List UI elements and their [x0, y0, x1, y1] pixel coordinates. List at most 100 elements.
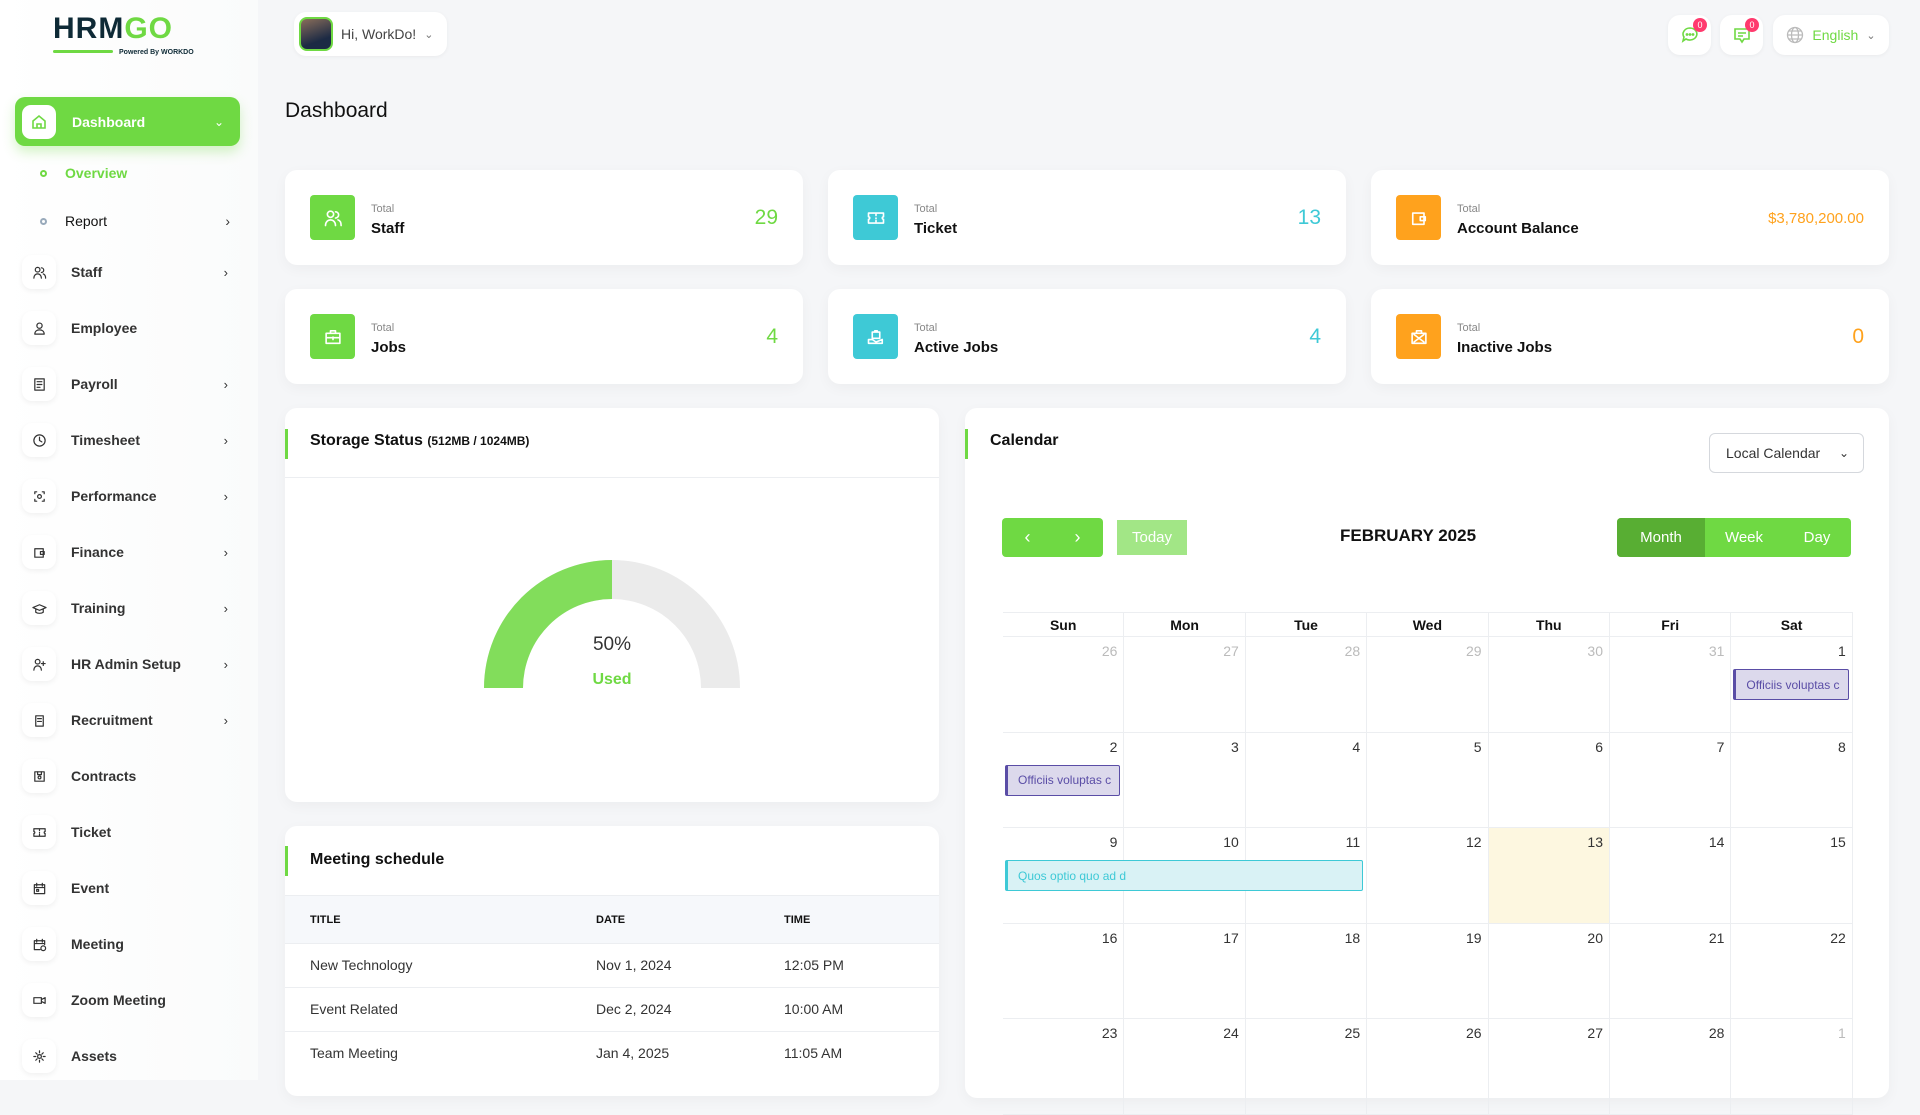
calendar-day[interactable]: 19: [1367, 923, 1489, 1019]
sidebar-item-finance[interactable]: Finance ›: [22, 535, 232, 569]
sidebar-item-ticket[interactable]: Ticket: [22, 815, 232, 849]
calendar-day[interactable]: 15: [1731, 828, 1853, 924]
table-row[interactable]: New Technology Nov 1, 2024 12:05 PM: [285, 943, 939, 987]
calendar-day[interactable]: 22: [1731, 923, 1853, 1019]
chevron-right-icon: ›: [223, 488, 228, 504]
calendar-day[interactable]: 11: [1245, 828, 1368, 924]
stat-label-small: Total: [371, 203, 395, 215]
today-button[interactable]: Today: [1117, 520, 1187, 555]
sidebar-item-label: Event: [71, 880, 110, 896]
sidebar-item-hr-admin-setup[interactable]: HR Admin Setup ›: [22, 647, 232, 681]
calendar-day[interactable]: 23: [1003, 1019, 1125, 1115]
meeting-title: Meeting schedule: [310, 851, 445, 868]
calendar-day[interactable]: 3: [1124, 732, 1246, 828]
calendar-day[interactable]: 31: [1610, 637, 1732, 733]
calendar-source-select[interactable]: Local Calendar ⌄: [1709, 433, 1864, 473]
prev-month-button[interactable]: ‹: [1024, 527, 1031, 547]
calendar-day[interactable]: 26: [1367, 1019, 1489, 1115]
logo-accent: GO: [124, 12, 173, 45]
day-number: 10: [1223, 834, 1239, 850]
weekday-header: Wed: [1367, 612, 1489, 637]
chevron-right-icon: ›: [223, 264, 228, 280]
stat-card-inactive-jobs[interactable]: Total Inactive Jobs 0: [1371, 289, 1889, 384]
ticket-icon: [22, 815, 56, 849]
view-month-button[interactable]: Month: [1617, 518, 1705, 557]
sidebar-item-recruitment[interactable]: Recruitment ›: [22, 703, 232, 737]
stat-card-staff[interactable]: Total Staff 29: [285, 170, 803, 265]
sidebar-item-label: Training: [71, 600, 126, 616]
calendar-title: Calendar: [990, 432, 1059, 449]
sidebar-subitem-overview[interactable]: Overview: [40, 163, 230, 183]
calendar-day[interactable]: 24: [1124, 1019, 1246, 1115]
sidebar-item-performance[interactable]: Performance ›: [22, 479, 232, 513]
stat-card-jobs[interactable]: Total Jobs 4: [285, 289, 803, 384]
calendar-event[interactable]: Officiis voluptas c: [1005, 764, 1121, 796]
day-number: 3: [1230, 738, 1239, 755]
sidebar-item-training[interactable]: Training ›: [22, 591, 232, 625]
sidebar-item-assets[interactable]: Assets: [22, 1039, 232, 1073]
sidebar-subitem-report[interactable]: Report ›: [40, 211, 230, 231]
calendar-day[interactable]: 1: [1731, 1019, 1853, 1115]
calendar-event[interactable]: Officiis voluptas c: [1733, 669, 1849, 700]
view-day-button[interactable]: Day: [1803, 529, 1831, 546]
view-week-button[interactable]: Week: [1724, 529, 1764, 546]
sidebar-item-meeting[interactable]: Meeting: [22, 927, 232, 961]
language-select[interactable]: English ⌄: [1773, 15, 1889, 55]
calendar-day[interactable]: 28: [1245, 637, 1368, 733]
sidebar-item-employee[interactable]: Employee: [22, 311, 232, 345]
user-menu[interactable]: Hi, WorkDo! ⌄: [294, 12, 447, 56]
meeting-time-cell: 11:05 AM: [784, 1045, 843, 1061]
meeting-title-cell: New Technology: [310, 957, 413, 973]
calendar-day[interactable]: 21: [1610, 923, 1732, 1019]
asset-icon: [22, 1039, 56, 1073]
calendar-day[interactable]: 16: [1003, 923, 1125, 1019]
calendar-day[interactable]: 27: [1488, 1019, 1610, 1115]
table-row[interactable]: Team Meeting Jan 4, 2025 11:05 AM: [285, 1031, 939, 1075]
logo-powered-by: Powered By WORKDO: [119, 49, 194, 56]
calendar-day[interactable]: 26: [1003, 637, 1125, 733]
messages-button[interactable]: 0: [1668, 15, 1711, 55]
logo[interactable]: HRMGO Powered By WORKDO: [53, 14, 203, 64]
sidebar-item-dashboard[interactable]: Dashboard ⌄: [15, 97, 240, 146]
notes-button[interactable]: 0: [1720, 15, 1763, 55]
calendar-day[interactable]: 6: [1488, 732, 1610, 828]
stat-card-account-balance[interactable]: Total Account Balance $3,780,200.00: [1371, 170, 1889, 265]
calendar-event[interactable]: Quos optio quo ad d: [1005, 860, 1364, 891]
calendar-day[interactable]: 29: [1367, 637, 1489, 733]
sidebar-item-event[interactable]: Event: [22, 871, 232, 905]
calendar-day-today[interactable]: 13: [1488, 828, 1610, 924]
calendar-day[interactable]: 25: [1245, 1019, 1368, 1115]
stat-card-ticket[interactable]: Total Ticket 13: [828, 170, 1346, 265]
day-number: 18: [1344, 929, 1361, 946]
stat-card-active-jobs[interactable]: Total Active Jobs 4: [828, 289, 1346, 384]
sidebar-item-staff[interactable]: Staff ›: [22, 255, 232, 289]
day-number: 30: [1587, 643, 1603, 659]
calendar-day[interactable]: 1: [1731, 637, 1853, 733]
calendar-day[interactable]: 4: [1245, 732, 1368, 828]
calendar-day[interactable]: 2: [1003, 732, 1125, 828]
sidebar-item-label: Performance: [71, 488, 157, 504]
sidebar-item-zoom-meeting[interactable]: Zoom Meeting: [22, 983, 232, 1017]
chevron-down-icon: ⌄: [424, 28, 434, 41]
day-number: 17: [1223, 929, 1239, 946]
calendar-day[interactable]: 14: [1610, 828, 1732, 924]
calendar-day[interactable]: 18: [1245, 923, 1368, 1019]
calendar-day[interactable]: 8: [1731, 732, 1853, 828]
calendar-day[interactable]: 27: [1124, 637, 1246, 733]
gauge-fill: [484, 560, 612, 688]
calendar-day[interactable]: 30: [1488, 637, 1610, 733]
sidebar-item-contracts[interactable]: Contracts: [22, 759, 232, 793]
stat-name: Staff: [371, 220, 405, 237]
calendar-day[interactable]: 28: [1610, 1019, 1732, 1115]
calendar-day[interactable]: 5: [1367, 732, 1489, 828]
calendar-day[interactable]: 20: [1488, 923, 1610, 1019]
next-month-button[interactable]: ›: [1074, 527, 1081, 547]
sidebar-item-payroll[interactable]: Payroll ›: [22, 367, 232, 401]
day-number: 16: [1101, 929, 1118, 946]
calendar-day[interactable]: 7: [1610, 732, 1732, 828]
calendar-day[interactable]: 12: [1367, 828, 1489, 924]
table-row[interactable]: Event Related Dec 2, 2024 10:00 AM: [285, 987, 939, 1031]
sidebar-item-timesheet[interactable]: Timesheet ›: [22, 423, 232, 457]
calendar-day[interactable]: 17: [1124, 923, 1246, 1019]
meeting-time-cell: 10:00 AM: [784, 1001, 844, 1017]
